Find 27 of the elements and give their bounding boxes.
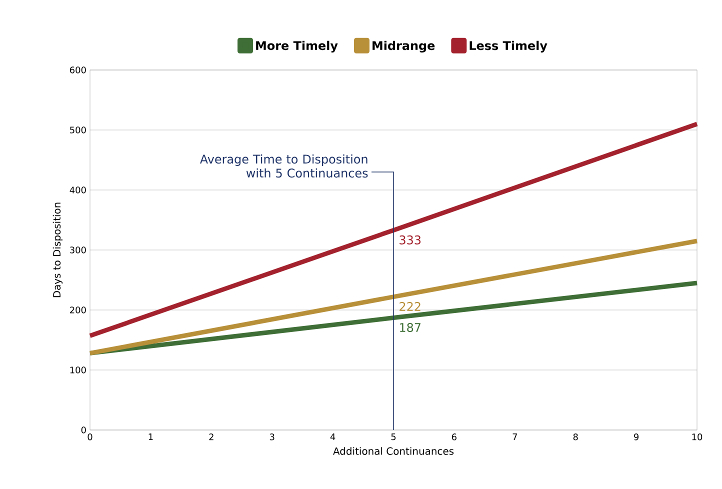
- data-label: 333: [400, 235, 421, 244]
- ref-line-label: Average Time to Disposition with 5 Continuances: [200, 154, 368, 178]
- x-tick-label: 8: [573, 434, 578, 440]
- legend-label: More Timely: [256, 40, 338, 52]
- x-tick-label: 6: [452, 434, 456, 440]
- x-tick-label: 0: [88, 434, 92, 440]
- legend-label: Less Timely: [470, 40, 548, 52]
- x-tick-label: 10: [692, 434, 702, 440]
- y-tick-label: 200: [70, 306, 86, 314]
- y-tick-label: 600: [70, 66, 86, 74]
- x-tick-label: 4: [330, 434, 336, 440]
- y-tick-label: 500: [70, 126, 86, 134]
- x-tick-label: 7: [512, 434, 517, 440]
- y-tick-label: 300: [70, 246, 86, 254]
- legend-label: Midrange: [372, 40, 435, 52]
- data-label: 187: [400, 322, 420, 332]
- x-tick-label: 9: [634, 434, 639, 440]
- y-tick-label: 100: [70, 366, 86, 374]
- x-tick-label: 5: [391, 434, 396, 440]
- x-tick-label: 2: [209, 434, 214, 440]
- y-tick-label: 0: [81, 426, 86, 434]
- y-axis-title: Days to Disposition: [52, 202, 63, 298]
- y-tick-label: 400: [70, 186, 86, 194]
- x-axis-title: Additional Continuances: [333, 447, 454, 455]
- x-tick-label: 3: [270, 434, 274, 440]
- x-tick-label: 1: [148, 434, 153, 440]
- data-label: 222: [400, 302, 420, 311]
